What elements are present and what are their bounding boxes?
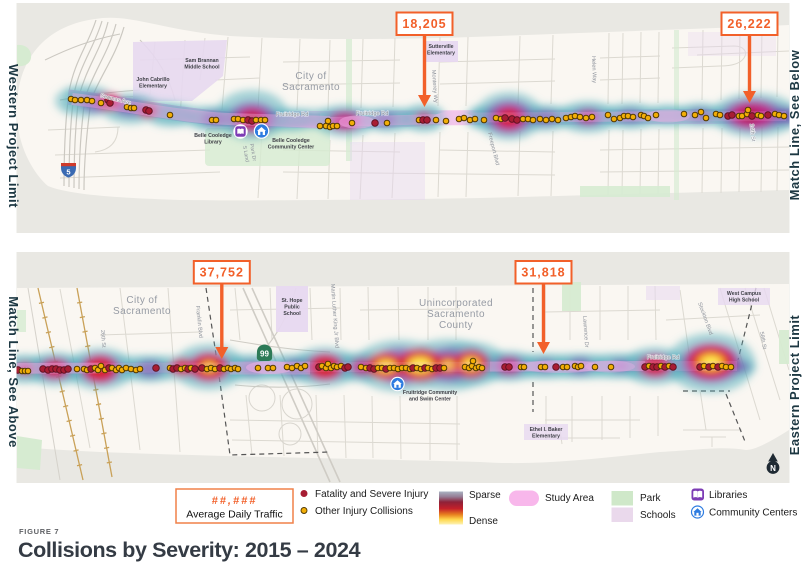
svg-text:Libraries: Libraries <box>709 490 747 501</box>
svg-text:Community Centers: Community Centers <box>709 508 797 519</box>
svg-text:Belle Cooledge: Belle Cooledge <box>194 133 232 139</box>
svg-text:Western Project Limit: Western Project Limit <box>6 64 21 208</box>
svg-text:Fruitridge Community: Fruitridge Community <box>403 390 457 396</box>
svg-text:58th St: 58th St <box>758 331 767 350</box>
svg-text:Schools: Schools <box>640 510 676 521</box>
svg-text:Dense: Dense <box>469 516 498 527</box>
svg-text:City of: City of <box>295 71 326 82</box>
svg-text:Sparse: Sparse <box>469 490 501 501</box>
svg-text:Fatality and Severe Injury: Fatality and Severe Injury <box>315 489 428 500</box>
svg-text:Elementary: Elementary <box>427 51 455 57</box>
svg-text:Study Area: Study Area <box>545 493 594 504</box>
svg-text:Lawrence Dr: Lawrence Dr <box>581 316 589 348</box>
svg-text:Collisions by Severity: 2015 –: Collisions by Severity: 2015 – 2024 <box>18 538 361 562</box>
svg-text:and Swim Center: and Swim Center <box>409 397 451 403</box>
svg-text:Sacramento: Sacramento <box>427 309 485 320</box>
svg-text:Fruitridge Rd: Fruitridge Rd <box>356 111 388 117</box>
svg-text:Sacramento: Sacramento <box>282 82 340 93</box>
svg-text:Ethel I. Baker: Ethel I. Baker <box>530 427 563 433</box>
svg-text:18,205: 18,205 <box>402 17 446 31</box>
svg-text:Eastern Project Limit: Eastern Project Limit <box>787 315 802 456</box>
svg-text:High School: High School <box>729 298 760 304</box>
svg-text:Match Line, See Above: Match Line, See Above <box>6 296 21 448</box>
svg-text:Elementary: Elementary <box>139 84 167 90</box>
svg-text:FIGURE 7: FIGURE 7 <box>19 527 59 536</box>
svg-text:City of: City of <box>126 295 157 306</box>
svg-text:Park Dr: Park Dr <box>248 143 257 162</box>
svg-text:##,###: ##,### <box>212 495 258 507</box>
svg-text:Park: Park <box>640 493 662 504</box>
svg-text:Fruitridge Rd: Fruitridge Rd <box>647 355 679 361</box>
svg-text:Match Line, See Below: Match Line, See Below <box>787 49 802 200</box>
svg-text:Helen Way: Helen Way <box>590 56 597 84</box>
svg-text:Sacramento: Sacramento <box>113 306 171 317</box>
svg-text:Fruitridge Rd: Fruitridge Rd <box>276 112 308 118</box>
svg-text:Average Daily Traffic: Average Daily Traffic <box>186 509 283 521</box>
svg-text:5: 5 <box>66 168 70 177</box>
svg-text:37,752: 37,752 <box>200 266 244 280</box>
svg-text:John Cabrillo: John Cabrillo <box>136 77 169 83</box>
svg-text:Other Injury Collisions: Other Injury Collisions <box>315 506 413 517</box>
svg-text:School: School <box>283 311 301 317</box>
svg-text:24th St: 24th St <box>748 124 756 143</box>
svg-text:Martin Luther King Jr Blvd: Martin Luther King Jr Blvd <box>329 284 339 349</box>
svg-text:Sutterville: Sutterville <box>428 44 453 50</box>
svg-text:West Campus: West Campus <box>727 291 761 297</box>
svg-text:Elementary: Elementary <box>532 434 560 440</box>
svg-text:26,222: 26,222 <box>727 17 771 31</box>
svg-text:26th St: 26th St <box>99 330 106 349</box>
svg-text:S Land: S Land <box>241 145 250 162</box>
svg-text:N: N <box>770 464 776 473</box>
svg-text:Community Center: Community Center <box>268 145 314 151</box>
svg-text:Belle Cooledge: Belle Cooledge <box>272 138 310 144</box>
svg-text:Library: Library <box>204 140 222 146</box>
svg-text:St. Hope: St. Hope <box>281 298 302 304</box>
svg-text:Public: Public <box>284 305 300 311</box>
svg-text:Franklin Blvd: Franklin Blvd <box>194 306 203 339</box>
svg-text:Monterey Wy: Monterey Wy <box>430 70 438 103</box>
svg-text:31,818: 31,818 <box>521 266 565 280</box>
svg-text:Sam Brannan: Sam Brannan <box>185 58 218 64</box>
svg-text:Unincorporated: Unincorporated <box>419 298 493 309</box>
svg-text:Middle School: Middle School <box>184 65 220 71</box>
svg-text:County: County <box>439 320 473 331</box>
svg-text:99: 99 <box>260 350 269 359</box>
